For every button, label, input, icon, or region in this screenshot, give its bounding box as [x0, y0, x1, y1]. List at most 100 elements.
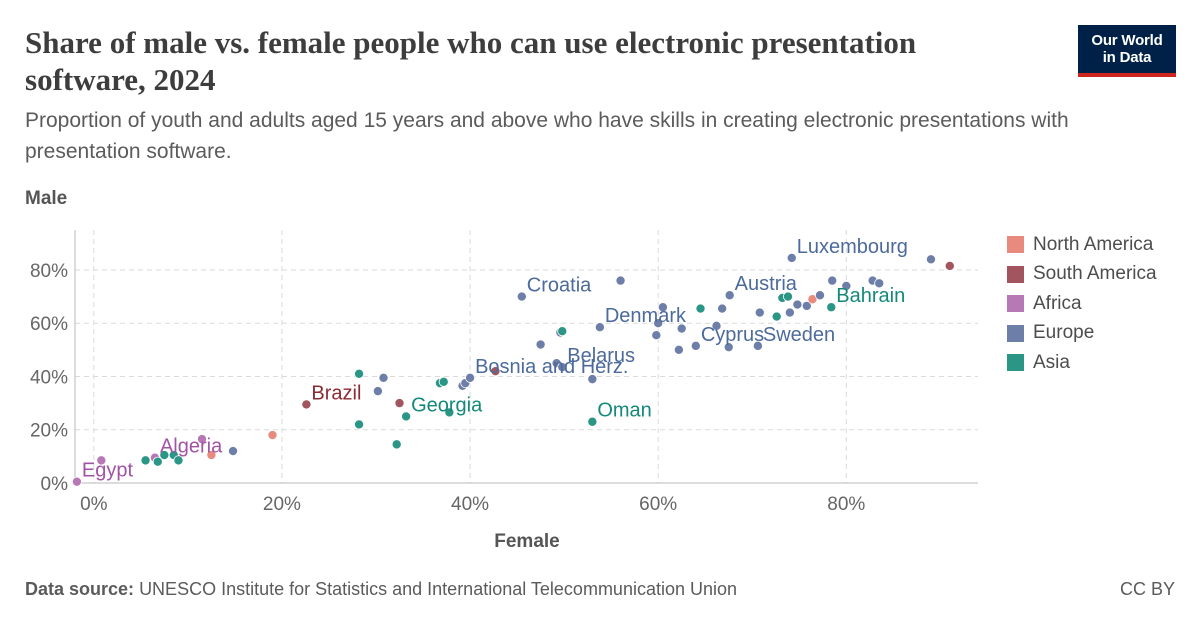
data-point[interactable] — [717, 303, 728, 314]
data-point[interactable] — [752, 340, 763, 351]
data-point[interactable] — [354, 419, 365, 430]
chart-title: Share of male vs. female people who can … — [25, 25, 917, 97]
data-point[interactable] — [490, 366, 501, 377]
legend-item-asia[interactable]: Asia — [1007, 348, 1157, 378]
y-tick-label: 60% — [30, 314, 68, 335]
data-point[interactable] — [711, 320, 722, 331]
y-axis-title: Male — [25, 188, 67, 209]
data-point[interactable] — [944, 260, 955, 271]
legend-item-south-america[interactable]: South America — [1007, 260, 1157, 290]
data-point[interactable] — [535, 339, 546, 350]
chart-subtitle: Proportion of youth and adults aged 15 y… — [25, 109, 1069, 163]
data-point[interactable] — [724, 290, 735, 301]
data-point[interactable] — [676, 323, 687, 334]
data-point[interactable] — [301, 399, 312, 410]
legend: North America South America Africa Europ… — [1007, 230, 1157, 378]
x-tick-label: 20% — [263, 494, 301, 515]
data-point[interactable] — [690, 340, 701, 351]
data-point[interactable] — [925, 254, 936, 265]
data-point[interactable] — [140, 455, 151, 466]
data-point[interactable] — [827, 275, 838, 286]
data-point[interactable] — [594, 322, 605, 333]
y-tick-label: 80% — [30, 261, 68, 282]
logo-accent-bar — [1078, 73, 1176, 77]
logo-line-1: Our World — [1091, 32, 1163, 49]
data-point[interactable] — [651, 330, 662, 341]
data-point[interactable] — [394, 398, 405, 409]
data-point[interactable] — [391, 439, 402, 450]
data-point[interactable] — [723, 342, 734, 353]
data-point[interactable] — [557, 362, 568, 373]
data-point[interactable] — [657, 302, 668, 313]
data-point[interactable] — [587, 374, 598, 385]
x-axis-title: Female — [494, 531, 559, 552]
point-label: Luxembourg — [797, 236, 908, 258]
point-label: Bosnia and Herz. — [475, 356, 628, 378]
point-label: Algeria — [160, 436, 223, 458]
data-point[interactable] — [786, 252, 797, 263]
gridlines — [75, 230, 978, 483]
data-point[interactable] — [771, 311, 782, 322]
data-point[interactable] — [695, 303, 706, 314]
data-point[interactable] — [71, 476, 82, 487]
data-point[interactable] — [653, 318, 664, 329]
data-point[interactable] — [206, 450, 217, 461]
logo-line-2: in Data — [1102, 49, 1152, 66]
point-label: Denmark — [605, 305, 687, 327]
data-source: Data source: UNESCO Institute for Statis… — [25, 579, 737, 600]
data-point[interactable] — [465, 372, 476, 383]
point-label: Cyprus — [701, 324, 764, 346]
legend-label: Africa — [1033, 292, 1082, 314]
data-point[interactable] — [587, 416, 598, 427]
owid-logo[interactable]: Our World in Data — [1078, 25, 1176, 77]
point-label: Austria — [735, 273, 798, 295]
data-point[interactable] — [516, 291, 527, 302]
data-point[interactable] — [841, 280, 852, 291]
data-point[interactable] — [615, 275, 626, 286]
data-point[interactable] — [173, 455, 184, 466]
point-label: Croatia — [527, 275, 592, 297]
legend-swatch — [1007, 295, 1024, 313]
point-label: Georgia — [411, 394, 483, 416]
legend-item-north-america[interactable]: North America — [1007, 230, 1157, 260]
legend-item-europe[interactable]: Europe — [1007, 319, 1157, 349]
y-tick-label: 0% — [41, 474, 69, 495]
legend-label: North America — [1033, 233, 1154, 255]
x-tick-label: 40% — [451, 494, 489, 515]
data-points — [71, 252, 955, 487]
data-point[interactable] — [826, 302, 837, 313]
data-point[interactable] — [557, 326, 568, 337]
point-label: Bahrain — [836, 285, 905, 307]
data-point[interactable] — [673, 344, 684, 355]
x-tick-label: 60% — [639, 494, 677, 515]
legend-item-africa[interactable]: Africa — [1007, 289, 1157, 319]
data-point[interactable] — [782, 291, 793, 302]
data-point[interactable] — [354, 368, 365, 379]
data-point[interactable] — [784, 307, 795, 318]
x-tick-label: 80% — [827, 494, 865, 515]
data-point[interactable] — [814, 290, 825, 301]
data-point[interactable] — [96, 455, 107, 466]
data-point[interactable] — [801, 300, 812, 311]
point-labels: Egypt Algeria Brazil Georgia Bosnia and Herz… — [82, 236, 908, 482]
data-point[interactable] — [378, 372, 389, 383]
data-point[interactable] — [754, 307, 765, 318]
data-point[interactable] — [438, 376, 449, 387]
legend-label: Asia — [1033, 351, 1070, 373]
data-point[interactable] — [372, 386, 383, 397]
data-point[interactable] — [874, 278, 885, 289]
legend-label: Europe — [1033, 322, 1095, 344]
legend-swatch — [1007, 236, 1024, 254]
y-tick-label: 20% — [30, 421, 68, 442]
data-point[interactable] — [267, 430, 278, 441]
data-point[interactable] — [444, 407, 455, 418]
data-point[interactable] — [228, 446, 239, 457]
data-point[interactable] — [792, 299, 803, 310]
footer: Data source: UNESCO Institute for Statis… — [25, 579, 1175, 600]
data-point[interactable] — [152, 456, 163, 467]
data-point[interactable] — [401, 411, 412, 422]
y-tick-label: 40% — [30, 367, 68, 388]
data-point[interactable] — [196, 434, 207, 445]
license-link[interactable]: CC BY — [1119, 579, 1175, 599]
